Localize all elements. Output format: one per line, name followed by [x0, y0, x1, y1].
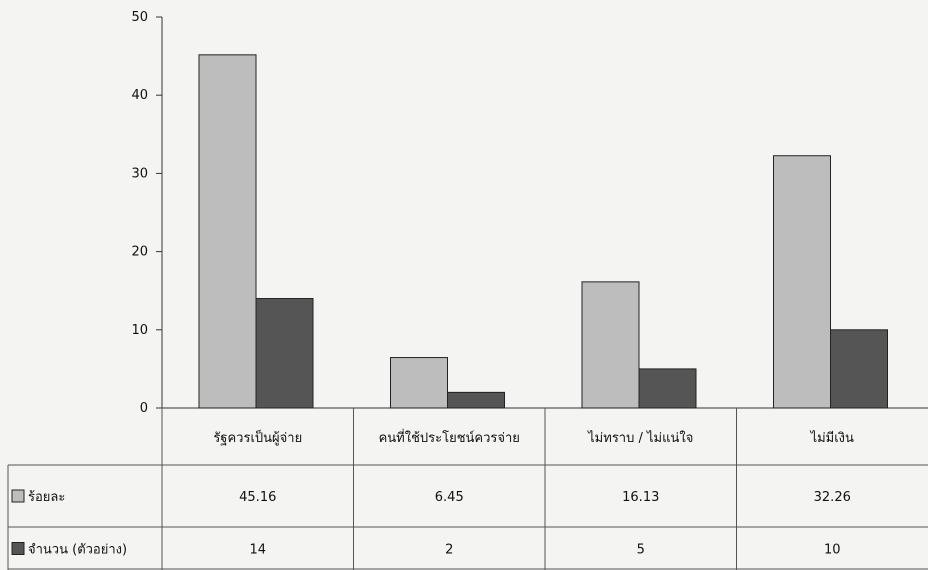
data-label: 5 [637, 543, 645, 558]
y-tick-label: 0 [140, 401, 148, 416]
bar-series-1 [255, 298, 314, 409]
legend-key-series-0 [11, 489, 25, 503]
category-label: ไม่มีเงิน [810, 430, 854, 446]
bar-series-0 [773, 155, 831, 409]
data-label: 2 [445, 543, 453, 558]
bar-series-0 [581, 281, 640, 409]
bar-series-1 [830, 329, 888, 409]
series-label: จำนวน (ตัวอย่าง) [28, 543, 127, 558]
data-label: 6.45 [435, 490, 464, 505]
data-label: 16.13 [622, 490, 659, 505]
y-tick-label: 20 [131, 245, 148, 260]
data-label: 32.26 [814, 490, 851, 505]
category-label: ไม่ทราบ / ไม่แน่ใจ [587, 430, 693, 446]
bar-series-1 [638, 368, 697, 409]
data-label: 10 [824, 543, 841, 558]
data-label: 14 [249, 543, 266, 558]
legend-key-series-1 [11, 542, 25, 555]
category-label: รัฐควรเป็นผู้จ่าย [213, 428, 302, 446]
data-table: รัฐควรเป็นผู้จ่าย คนที่ใช้ประโยชน์ควรจ่าย… [7, 408, 928, 570]
bar-series-1 [447, 391, 505, 409]
bar-layer [198, 54, 888, 409]
series-label: ร้อยละ [28, 490, 65, 505]
y-tick-label: 10 [131, 323, 148, 338]
category-label: คนที่ใช้ประโยชน์ควรจ่าย [379, 429, 520, 446]
data-label: 45.16 [239, 490, 276, 505]
y-tick-label: 50 [131, 10, 148, 25]
bar-series-0 [198, 54, 257, 409]
y-tick-label: 40 [131, 88, 148, 103]
bar-series-0 [390, 357, 448, 409]
y-tick-label: 30 [131, 166, 148, 181]
